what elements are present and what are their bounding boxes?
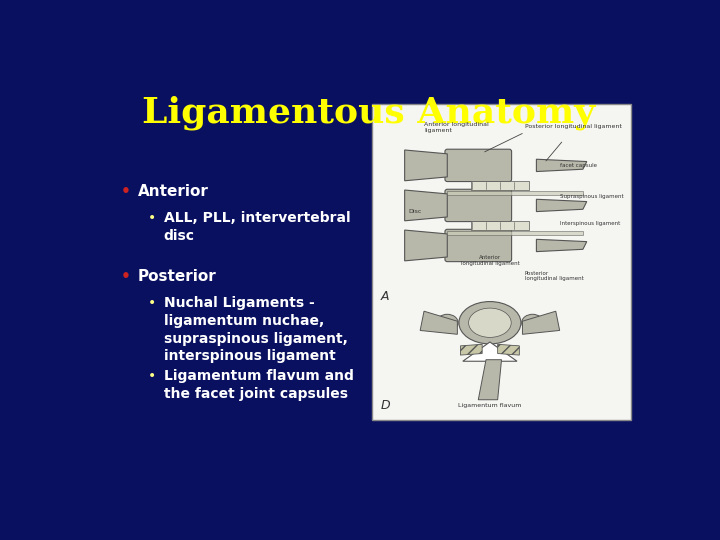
Text: •: • [148,211,156,225]
Text: Anterior
longitudinal ligament: Anterior longitudinal ligament [461,255,519,266]
Text: Ligamentum flavum and
the facet joint capsules: Ligamentum flavum and the facet joint ca… [163,369,354,401]
Bar [447,231,583,235]
Text: Disc: Disc [408,209,422,214]
Text: D: D [381,399,391,412]
Text: •: • [148,369,156,383]
Polygon shape [536,239,587,252]
Text: Posterior longitudinal ligament: Posterior longitudinal ligament [525,124,621,130]
Text: ALL, PLL, intervertebral
disc: ALL, PLL, intervertebral disc [163,211,350,243]
Polygon shape [405,150,447,181]
Text: A: A [381,290,390,303]
Text: •: • [148,296,156,310]
Text: Ligamentum flavum: Ligamentum flavum [458,403,521,408]
Polygon shape [405,230,447,261]
Bar [447,191,583,195]
Text: Supraspinous ligament: Supraspinous ligament [559,194,624,199]
Text: Posterior
longitudinal ligament: Posterior longitudinal ligament [525,271,583,281]
Polygon shape [420,311,457,334]
Ellipse shape [459,301,521,344]
Text: Posterior: Posterior [138,269,217,284]
FancyBboxPatch shape [445,189,512,221]
Bar [471,221,528,230]
Text: •: • [121,269,131,284]
Polygon shape [461,345,482,355]
Polygon shape [536,199,587,212]
Polygon shape [536,159,587,172]
Text: Ligamentous Anatomy: Ligamentous Anatomy [143,96,595,130]
Polygon shape [498,345,519,355]
Text: facet capsule: facet capsule [559,163,597,168]
Text: Anterior: Anterior [138,184,209,199]
FancyBboxPatch shape [445,230,512,262]
FancyBboxPatch shape [445,149,512,181]
Text: Anterior longitudinal
ligament: Anterior longitudinal ligament [424,123,489,133]
Text: Interspinous ligament: Interspinous ligament [559,221,620,226]
Polygon shape [523,311,559,334]
Ellipse shape [522,314,544,331]
Polygon shape [405,190,447,221]
Ellipse shape [469,308,511,338]
Bar [372,104,631,420]
Text: •: • [121,184,131,199]
Bar [471,181,528,190]
Polygon shape [478,360,502,400]
Ellipse shape [436,314,458,331]
Text: Nuchal Ligaments -
ligamentum nuchae,
supraspinous ligament,
interspinous ligame: Nuchal Ligaments - ligamentum nuchae, su… [163,296,348,363]
Polygon shape [463,342,517,361]
